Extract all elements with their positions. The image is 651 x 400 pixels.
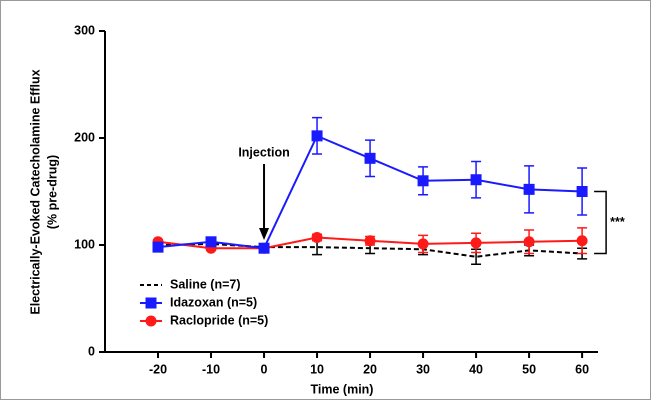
annotation: *** [610,215,625,229]
x-tick-label: 10 [310,362,324,376]
x-label: Time (min) [311,382,374,396]
annotation: Injection [238,145,289,159]
bracket [594,190,607,255]
data-point [364,235,376,247]
data-point [523,236,535,248]
data-point [523,183,535,195]
y-label: Electrically-Evoked Catecholamine Efflux… [28,69,59,314]
x-tick-label: 0 [261,362,268,376]
x-tick-label: -20 [149,362,167,376]
data-point [576,235,588,247]
data-point [417,175,429,187]
x-tick-label: 40 [469,362,483,376]
y-label-line: Electrically-Evoked Catecholamine Efflux [28,69,42,314]
data-point [205,236,217,248]
x-tick-label: 20 [363,362,377,376]
y-tick-label: 0 [88,344,95,358]
legend-label: Raclopride (n=5) [170,313,268,327]
legend-label: Saline (n=7) [170,277,241,291]
x-tick-label: 60 [575,362,589,376]
data-point [470,237,482,249]
y-label-line: (% pre-drug) [45,155,59,229]
y-tick-label: 100 [74,237,95,251]
y-tick-label: 300 [74,23,95,37]
x-tick-label: 50 [522,362,536,376]
data-point [417,238,429,250]
arrow-head [259,228,270,240]
data-point [258,242,270,254]
legend-label: Idazoxan (n=5) [170,295,257,309]
legend-marker [145,315,157,327]
series-line [157,242,583,258]
data-point [364,152,376,164]
data-point [152,241,164,253]
data-point [576,186,588,197]
y-tick-label: 200 [74,130,95,144]
x-tick-label: -10 [202,362,220,376]
data-point [470,174,482,186]
legend-marker [145,297,157,309]
data-point [311,130,323,142]
data-point [311,232,323,244]
x-tick-label: 30 [416,362,430,376]
